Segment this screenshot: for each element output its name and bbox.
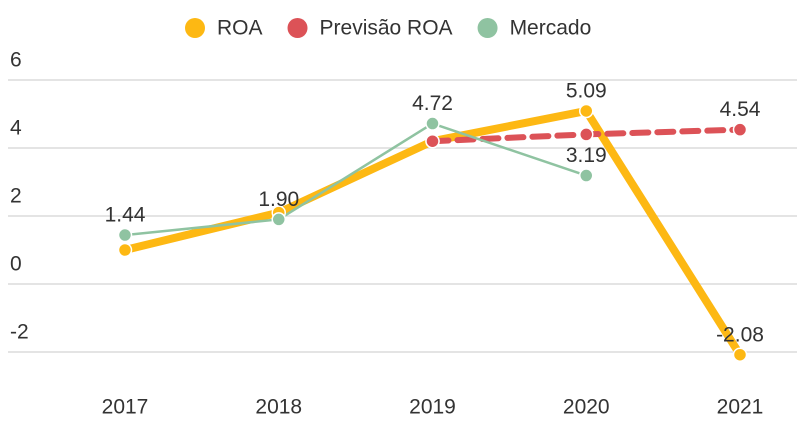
data-label: 1.90 xyxy=(258,188,299,211)
data-label: -2.08 xyxy=(716,323,764,346)
data-label: 5.09 xyxy=(566,79,607,102)
point xyxy=(271,212,286,227)
x-tick-label: 2018 xyxy=(255,396,302,419)
x-tick-label: 2019 xyxy=(409,396,456,419)
x-tick-label: 2020 xyxy=(563,396,610,419)
y-tick-label: 4 xyxy=(10,117,22,140)
legend-label: Mercado xyxy=(510,17,592,40)
legend-marker xyxy=(287,18,308,38)
x-tick-label: 2017 xyxy=(102,396,149,419)
point xyxy=(117,227,133,243)
series-line xyxy=(123,122,588,237)
legend-marker xyxy=(185,18,205,38)
x-tick-label: 2021 xyxy=(717,396,764,419)
point xyxy=(425,133,440,149)
data-label: 1.44 xyxy=(105,204,146,227)
y-tick-label: 6 xyxy=(10,49,22,72)
y-tick-label: -2 xyxy=(10,321,29,344)
point xyxy=(732,122,748,137)
data-label: 3.19 xyxy=(566,144,607,167)
legend-label: Previsão ROA xyxy=(320,17,453,40)
legend-marker xyxy=(477,18,498,38)
y-tick-label: 2 xyxy=(10,185,22,208)
point xyxy=(117,242,133,258)
point xyxy=(732,347,748,362)
point xyxy=(579,127,594,142)
y-tick-label: 0 xyxy=(10,253,22,276)
data-label: 4.54 xyxy=(720,98,761,121)
point xyxy=(579,103,594,119)
point xyxy=(579,168,594,183)
legend-label: ROA xyxy=(217,17,263,40)
data-label: 4.72 xyxy=(412,92,453,115)
point xyxy=(425,116,440,131)
